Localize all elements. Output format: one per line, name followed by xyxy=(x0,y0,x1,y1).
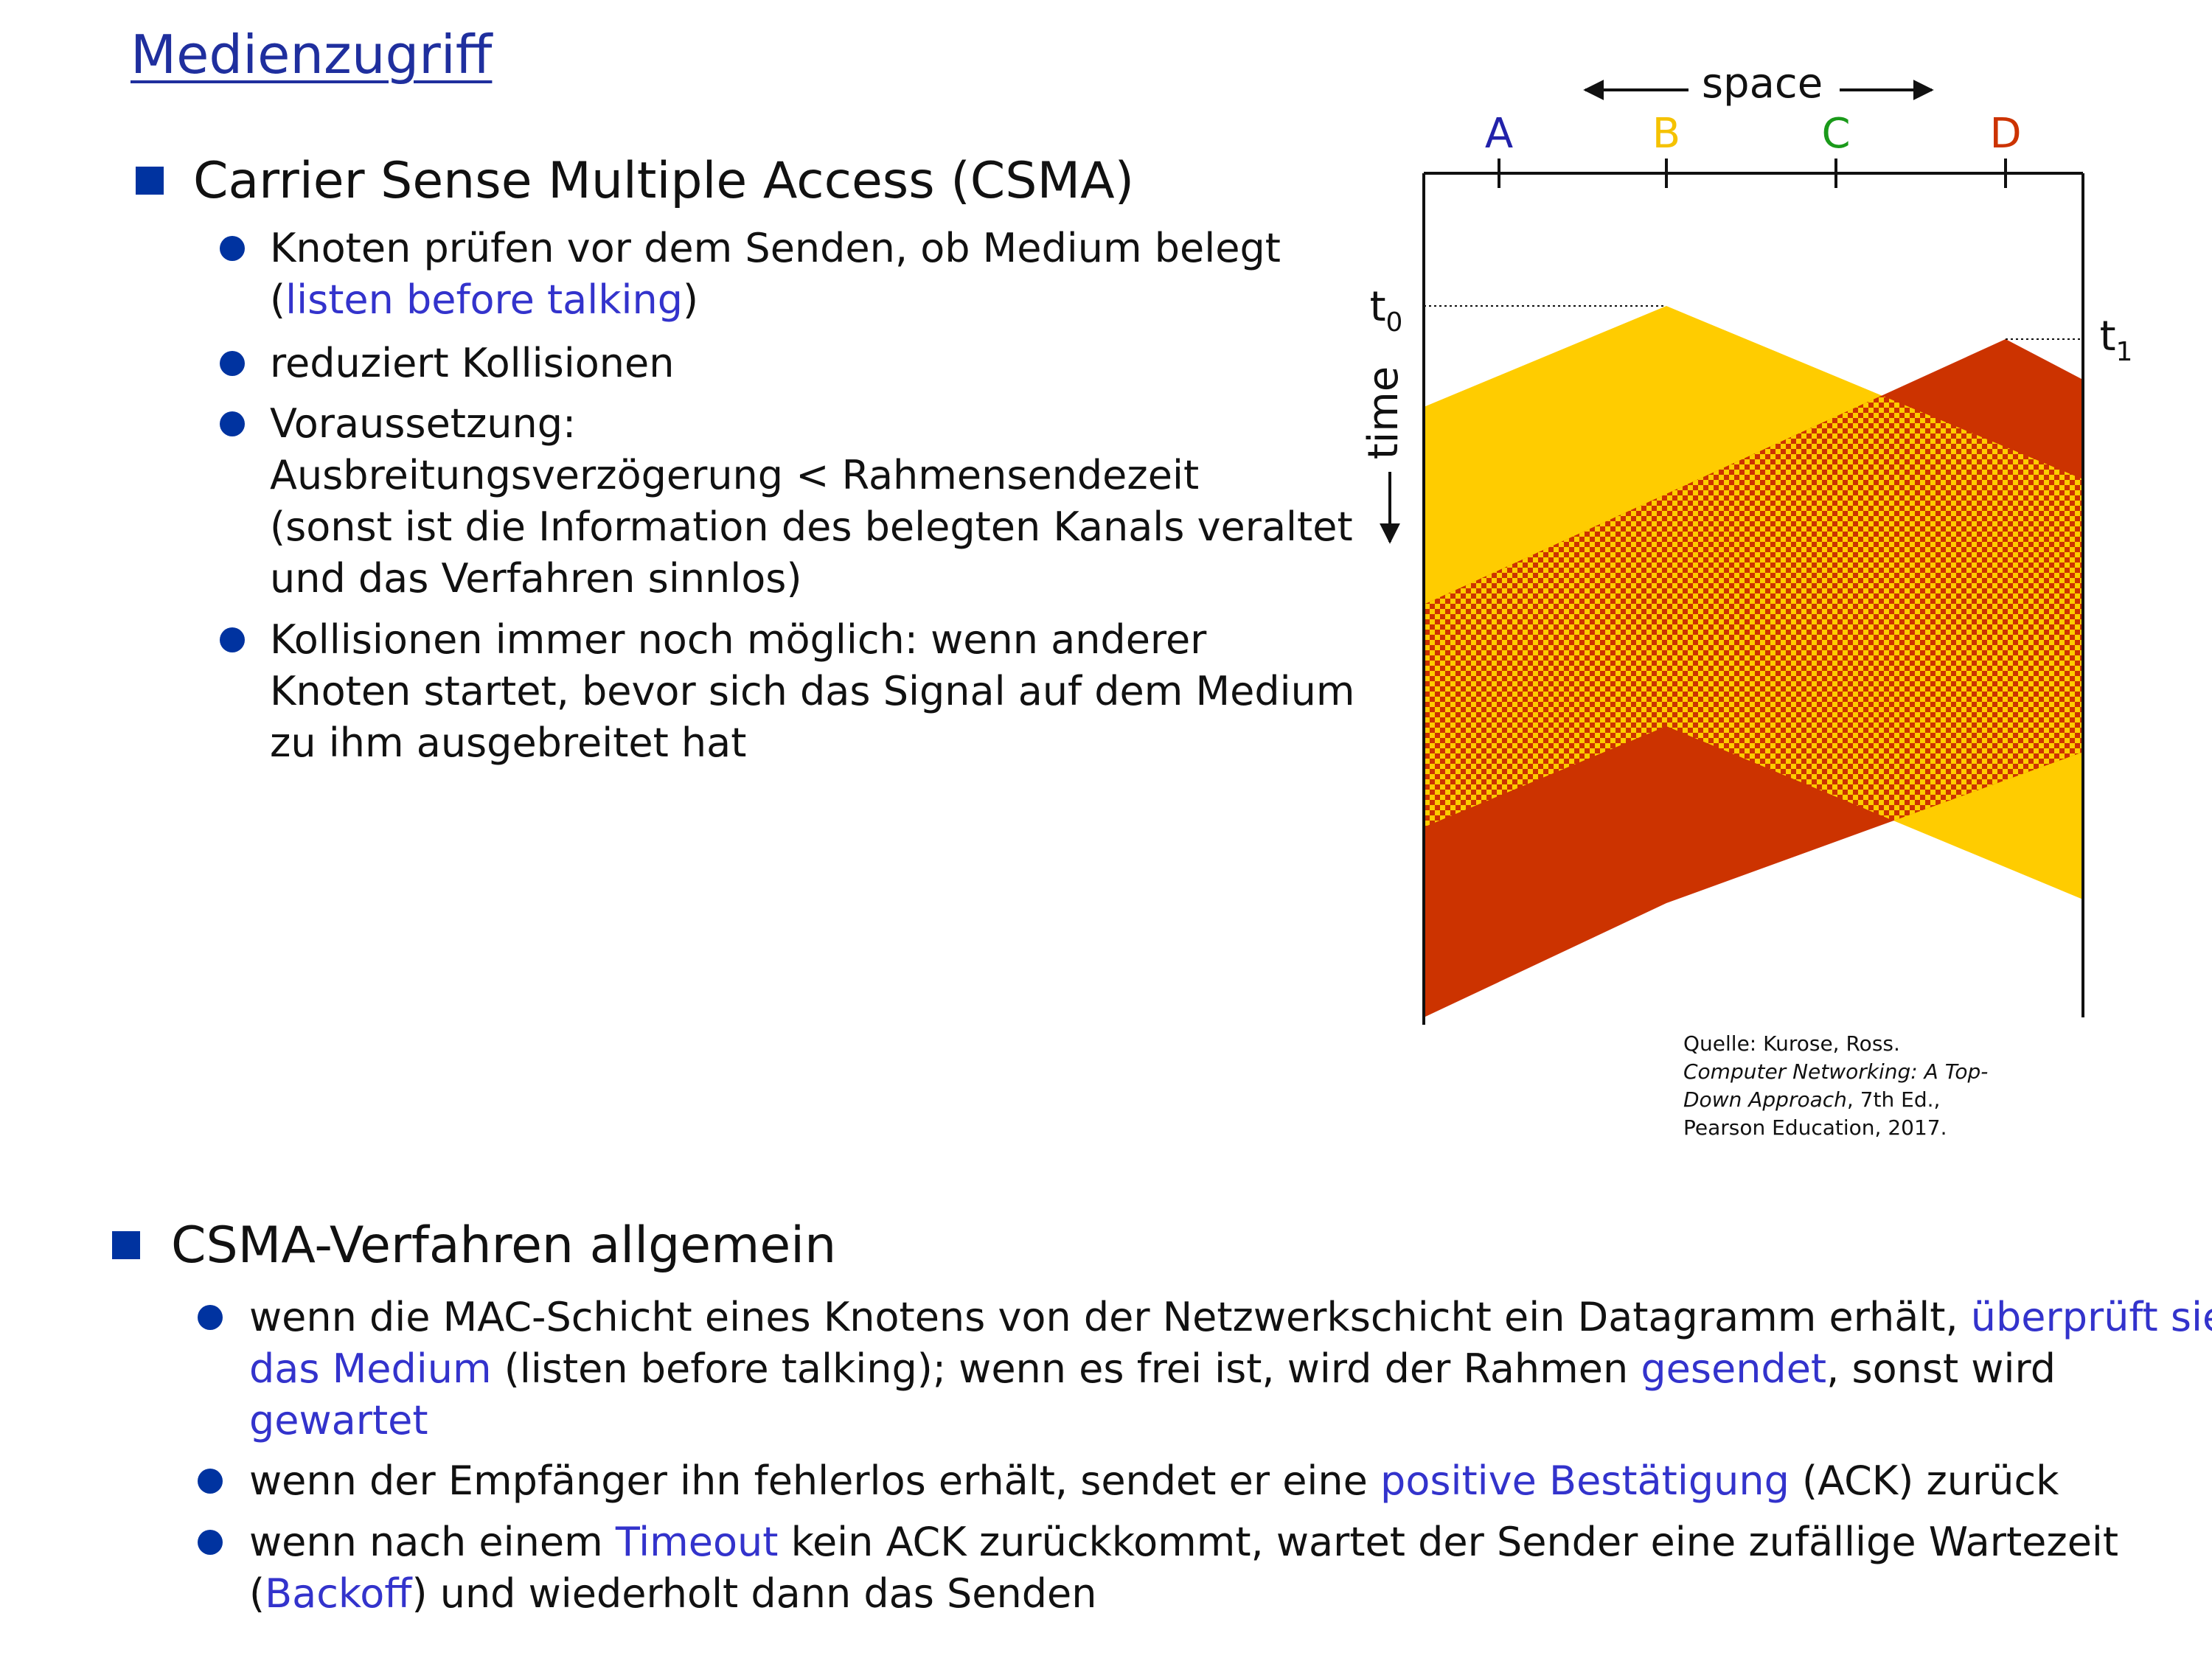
section-bullet-square xyxy=(112,1231,140,1259)
bullet-text: wenn die MAC-Schicht eines Knotens von d… xyxy=(249,1294,2212,1444)
section-bullet-square xyxy=(136,167,164,195)
bullet-dot xyxy=(198,1530,223,1555)
space-label: space xyxy=(1702,60,1823,108)
node-label-c: C xyxy=(1821,110,1850,158)
bullet-dot xyxy=(220,627,245,652)
bullet-text: Voraussetzung: Ausbreitungsverzögerung <… xyxy=(270,400,1353,602)
t1-label: t1 xyxy=(2100,313,2133,367)
csma-space-time-diagram: A B C D space t0 t1 time xyxy=(1360,60,2133,1025)
bullet-text: wenn der Empfänger ihn fehlerlos erhält,… xyxy=(249,1458,2059,1504)
section-heading-csma-general: CSMA-Verfahren allgemein xyxy=(171,1216,837,1275)
bullet-dot xyxy=(198,1305,223,1330)
section-heading-csma: Carrier Sense Multiple Access (CSMA) xyxy=(193,152,1135,210)
bullet-text: wenn nach einem Timeout kein ACK zurückk… xyxy=(249,1519,2119,1617)
bullet-dot xyxy=(220,236,245,261)
bullet-text: Knoten prüfen vor dem Senden, ob Medium … xyxy=(270,225,1281,323)
source-citation: Quelle: Kurose, Ross. Computer Networkin… xyxy=(1683,1031,1989,1140)
node-label-a: A xyxy=(1485,110,1513,158)
bullet-text: reduziert Kollisionen xyxy=(270,340,675,386)
bullet-text: Kollisionen immer noch möglich: wenn and… xyxy=(270,616,1355,766)
bullet-dot xyxy=(220,411,245,436)
t0-label: t0 xyxy=(1370,283,1403,338)
node-label-d: D xyxy=(1989,110,2021,158)
bullet-dot xyxy=(198,1469,223,1494)
time-label: time xyxy=(1360,366,1408,460)
bullet-dot xyxy=(220,351,245,376)
node-label-b: B xyxy=(1652,110,1680,158)
page-title: Medienzugriff xyxy=(131,24,493,86)
